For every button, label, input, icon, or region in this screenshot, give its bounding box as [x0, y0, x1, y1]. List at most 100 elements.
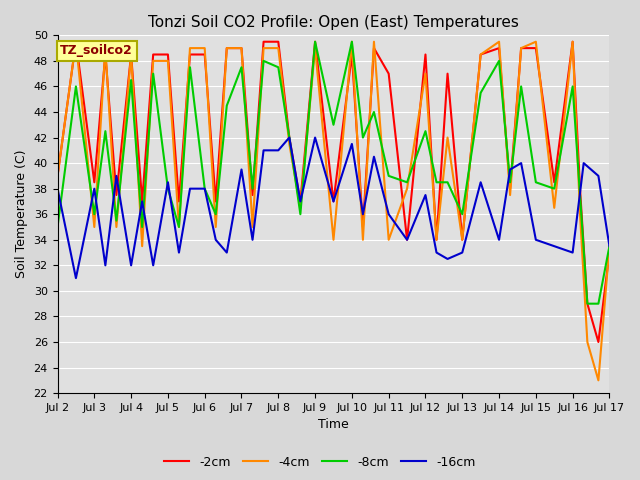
-4cm — [164, 58, 172, 64]
-16cm — [330, 199, 337, 204]
-2cm — [102, 52, 109, 58]
-8cm — [54, 224, 61, 230]
-16cm — [595, 173, 602, 179]
-8cm — [495, 58, 503, 64]
-8cm — [311, 39, 319, 45]
-2cm — [517, 45, 525, 51]
-8cm — [403, 180, 411, 185]
-4cm — [138, 243, 146, 249]
-4cm — [444, 135, 451, 141]
-16cm — [348, 141, 356, 147]
Text: TZ_soilco2: TZ_soilco2 — [60, 44, 133, 57]
-2cm — [113, 192, 120, 198]
-4cm — [296, 205, 304, 211]
-2cm — [444, 71, 451, 76]
-2cm — [385, 71, 392, 76]
-4cm — [433, 237, 440, 243]
-8cm — [285, 135, 293, 141]
-8cm — [223, 103, 230, 108]
-4cm — [569, 39, 577, 45]
-8cm — [595, 301, 602, 307]
-4cm — [54, 173, 61, 179]
-16cm — [359, 211, 367, 217]
-16cm — [311, 135, 319, 141]
-2cm — [72, 39, 80, 45]
-4cm — [458, 237, 466, 243]
-2cm — [495, 45, 503, 51]
Title: Tonzi Soil CO2 Profile: Open (East) Temperatures: Tonzi Soil CO2 Profile: Open (East) Temp… — [148, 15, 519, 30]
-4cm — [576, 211, 584, 217]
-16cm — [72, 275, 80, 281]
-2cm — [370, 45, 378, 51]
-4cm — [370, 39, 378, 45]
-2cm — [359, 224, 367, 230]
Y-axis label: Soil Temperature (C): Soil Temperature (C) — [15, 150, 28, 278]
-4cm — [595, 377, 602, 383]
-2cm — [605, 250, 613, 255]
-8cm — [90, 211, 98, 217]
-2cm — [237, 45, 245, 51]
-8cm — [517, 84, 525, 89]
Line: -8cm: -8cm — [58, 42, 609, 304]
-16cm — [260, 147, 268, 153]
-16cm — [102, 263, 109, 268]
-8cm — [605, 243, 613, 249]
-2cm — [212, 199, 220, 204]
-4cm — [201, 45, 209, 51]
Legend: -2cm, -4cm, -8cm, -16cm: -2cm, -4cm, -8cm, -16cm — [159, 451, 481, 474]
-4cm — [90, 224, 98, 230]
-8cm — [532, 180, 540, 185]
-8cm — [330, 122, 337, 128]
-8cm — [102, 128, 109, 134]
-4cm — [237, 45, 245, 51]
-8cm — [164, 186, 172, 192]
-16cm — [138, 199, 146, 204]
-4cm — [385, 237, 392, 243]
-4cm — [223, 45, 230, 51]
-16cm — [54, 186, 61, 192]
-8cm — [138, 224, 146, 230]
-4cm — [275, 45, 282, 51]
-2cm — [186, 52, 194, 58]
-8cm — [237, 64, 245, 70]
-2cm — [422, 52, 429, 58]
-16cm — [580, 160, 588, 166]
-16cm — [113, 173, 120, 179]
-4cm — [186, 45, 194, 51]
-16cm — [249, 237, 257, 243]
-16cm — [201, 186, 209, 192]
-2cm — [275, 39, 282, 45]
-2cm — [532, 45, 540, 51]
-8cm — [212, 211, 220, 217]
-4cm — [311, 45, 319, 51]
-16cm — [275, 147, 282, 153]
-16cm — [385, 211, 392, 217]
-8cm — [201, 186, 209, 192]
-2cm — [348, 52, 356, 58]
-4cm — [477, 52, 484, 58]
-4cm — [212, 224, 220, 230]
-8cm — [72, 84, 80, 89]
-2cm — [164, 52, 172, 58]
-16cm — [495, 237, 503, 243]
-8cm — [127, 77, 135, 83]
-4cm — [532, 39, 540, 45]
-2cm — [201, 52, 209, 58]
-4cm — [403, 186, 411, 192]
-16cm — [90, 186, 98, 192]
-2cm — [576, 186, 584, 192]
-2cm — [433, 237, 440, 243]
-2cm — [285, 135, 293, 141]
-16cm — [237, 167, 245, 172]
-8cm — [249, 186, 257, 192]
-2cm — [584, 301, 591, 307]
-4cm — [330, 237, 337, 243]
-8cm — [186, 64, 194, 70]
-2cm — [54, 173, 61, 179]
Line: -16cm: -16cm — [58, 138, 609, 278]
-2cm — [550, 180, 558, 185]
-16cm — [403, 237, 411, 243]
-2cm — [403, 237, 411, 243]
-8cm — [569, 84, 577, 89]
-4cm — [605, 243, 613, 249]
